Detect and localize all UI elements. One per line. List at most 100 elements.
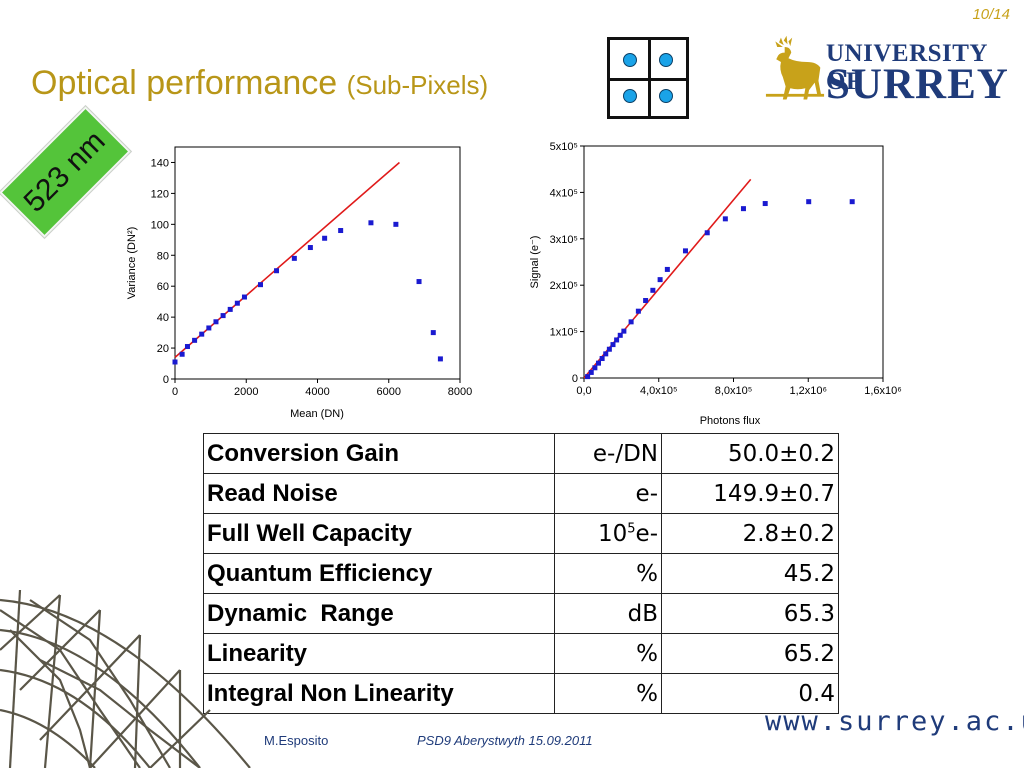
data-point <box>199 331 205 337</box>
param-cell: Linearity <box>203 633 555 674</box>
y-tick-label: 60 <box>157 281 169 293</box>
x-tick-label: 8,0x10⁵ <box>715 385 753 397</box>
data-point <box>806 199 812 205</box>
data-point <box>849 199 855 205</box>
x-axis-label: Photons flux <box>700 415 761 427</box>
unit-cell: % <box>554 673 662 714</box>
value-cell: 149.9±0.7 <box>661 473 839 514</box>
data-point <box>617 332 623 338</box>
y-axis-label: Variance (DN²) <box>126 227 138 300</box>
plot-frame <box>583 145 884 379</box>
value-cell: 0.4 <box>661 673 839 714</box>
param-cell: Read Noise <box>203 473 555 514</box>
y-tick-label: 1x10⁵ <box>550 327 578 339</box>
x-tick-label: 2000 <box>234 386 258 398</box>
data-point <box>595 360 601 366</box>
logo-text-surrey: SURREY <box>826 61 1009 108</box>
y-tick-label: 4x10⁵ <box>550 187 578 199</box>
data-point <box>599 356 605 362</box>
unit-base: 10 <box>597 520 628 547</box>
table-row: Read Noise e- 149.9±0.7 <box>203 473 839 514</box>
x-tick-label: 0,0 <box>576 385 591 397</box>
pixel-divider-horizontal <box>610 78 686 81</box>
value-cell: 2.8±0.2 <box>661 513 839 554</box>
data-point <box>603 351 609 357</box>
y-tick-label: 140 <box>151 157 169 169</box>
x-tick-label: 4,0x10⁵ <box>640 385 678 397</box>
data-point <box>704 230 710 236</box>
table-row: Quantum Efficiency % 45.2 <box>203 553 839 594</box>
table-row: Linearity % 65.2 <box>203 633 839 674</box>
data-point <box>657 277 663 283</box>
param-cell: Integral Non Linearity <box>203 673 555 714</box>
unit-exponent: 5 <box>627 520 636 536</box>
linear-fit-line <box>174 161 400 358</box>
data-point <box>610 342 616 348</box>
sub-pixel-dot <box>623 89 637 103</box>
table-row: Conversion Gain e-/DN 50.0±0.2 <box>203 433 839 474</box>
title-sub: (Sub-Pixels) <box>346 70 489 100</box>
footer-author: M.Esposito <box>264 733 329 748</box>
data-point <box>220 313 226 319</box>
data-point <box>416 279 422 285</box>
x-tick-label: 4000 <box>305 386 329 398</box>
data-point <box>179 351 185 357</box>
data-point <box>592 365 598 371</box>
footer-event: PSD9 Aberystwyth 15.09.2011 <box>417 733 593 748</box>
y-tick-label: 2x10⁵ <box>550 280 578 292</box>
y-tick-label: 40 <box>157 312 169 324</box>
data-point <box>227 306 233 312</box>
data-point <box>762 201 768 207</box>
x-tick-label: 8000 <box>448 386 472 398</box>
data-point <box>206 325 212 331</box>
value-cell: 65.2 <box>661 633 839 674</box>
data-point <box>307 245 313 251</box>
x-tick-label: 1,6x10⁶ <box>864 385 902 397</box>
data-point <box>184 344 190 350</box>
data-point <box>614 337 620 343</box>
data-point <box>722 216 728 222</box>
sub-pixel-icon <box>607 37 689 119</box>
y-axis-label: Signal (e⁻) <box>529 236 541 289</box>
data-point <box>430 330 436 336</box>
slide-title: Optical performance (Sub-Pixels) <box>31 64 488 103</box>
x-tick-label: 0 <box>172 386 178 398</box>
unit-cell: 105e- <box>554 513 662 554</box>
table-row: Dynamic Range dB 65.3 <box>203 593 839 634</box>
unit-cell: e- <box>554 473 662 514</box>
plot-frame <box>174 146 461 380</box>
data-point <box>213 319 219 325</box>
data-point <box>682 248 688 254</box>
data-point <box>635 308 641 314</box>
data-point <box>650 287 656 293</box>
x-tick-label: 6000 <box>377 386 401 398</box>
performance-table: Conversion Gain e-/DN 50.0±0.2 Read Nois… <box>203 433 839 714</box>
param-cell: Quantum Efficiency <box>203 553 555 594</box>
unit-cell: e-/DN <box>554 433 662 474</box>
x-tick-label: 1,2x10⁶ <box>789 385 827 397</box>
data-point <box>393 221 399 227</box>
y-tick-label: 120 <box>151 188 169 200</box>
page-number: 10/14 <box>972 6 1010 23</box>
university-stag-logo <box>765 35 825 100</box>
data-point <box>258 282 263 288</box>
title-main: Optical performance <box>31 64 338 102</box>
data-point <box>585 374 591 380</box>
variance-vs-mean-chart: 0 2000 4000 6000 8000 0 20 40 60 80 100 120 140 Mean… <box>126 146 472 420</box>
value-cell: 65.3 <box>661 593 839 634</box>
table-row: Integral Non Linearity % 0.4 <box>203 673 839 714</box>
logo-text-university: UNIVERSITY OF <box>826 40 988 95</box>
signal-vs-photon-flux-chart: 0,0 4,0x10⁵ 8,0x10⁵ 1,2x10⁶ 1,6x10⁶ 0 1x10⁵ 2x1… <box>529 141 902 427</box>
data-point <box>291 255 297 261</box>
data-point <box>621 328 627 334</box>
y-tick-label: 0 <box>572 373 578 385</box>
data-point <box>234 300 240 306</box>
data-point <box>172 359 178 365</box>
data-point <box>241 294 247 300</box>
value-cell: 50.0±0.2 <box>661 433 839 474</box>
sub-pixel-dot <box>659 53 673 67</box>
data-point <box>274 268 280 274</box>
unit-rest: e- <box>635 520 658 547</box>
wavelength-badge: 523 nm <box>0 106 131 238</box>
unit-cell: % <box>554 633 662 674</box>
